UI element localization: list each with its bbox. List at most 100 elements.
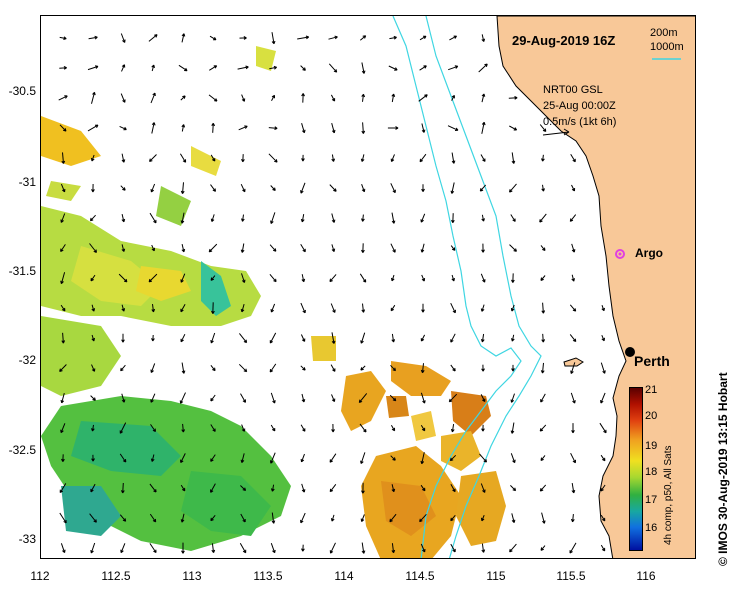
current-arrow — [151, 304, 156, 313]
current-arrow — [270, 484, 275, 492]
current-arrow — [480, 154, 486, 162]
current-arrow — [270, 212, 276, 224]
current-arrow — [210, 483, 216, 493]
current-arrow — [270, 392, 276, 404]
land-mass — [496, 16, 695, 558]
current-arrow — [121, 333, 125, 343]
current-arrow — [150, 92, 156, 104]
current-arrow — [210, 364, 216, 372]
current-arrow — [571, 423, 575, 434]
current-arrow — [270, 424, 276, 432]
current-arrow — [149, 543, 157, 554]
current-arrow — [269, 273, 277, 283]
current-arrow — [330, 94, 336, 102]
current-arrow — [240, 303, 245, 313]
current-arrow — [390, 455, 396, 461]
x-tick-9: 116 — [636, 569, 656, 583]
current-arrow — [571, 184, 576, 192]
current-arrow — [539, 124, 547, 132]
current-arrow — [210, 214, 215, 222]
current-arrow — [59, 66, 67, 70]
current-arrow — [450, 364, 456, 372]
current-arrow — [60, 213, 66, 223]
current-arrow — [450, 182, 455, 194]
current-arrow — [59, 512, 67, 524]
current-arrow — [331, 122, 336, 134]
current-arrow — [481, 364, 485, 372]
current-arrow — [90, 395, 96, 401]
current-arrow — [119, 514, 127, 522]
current-arrow — [600, 362, 606, 374]
current-arrow — [481, 93, 486, 103]
current-arrow — [208, 94, 218, 102]
current-arrow — [241, 154, 245, 163]
current-arrow — [181, 124, 186, 132]
current-arrow — [211, 302, 215, 314]
current-arrow — [121, 64, 126, 72]
current-arrow — [120, 482, 125, 494]
colorbar-tick-18: 18 — [645, 466, 658, 478]
current-arrow — [60, 392, 65, 404]
x-tick-8: 115.5 — [556, 569, 586, 583]
current-arrow — [268, 126, 278, 131]
perth-marker — [625, 347, 635, 357]
current-arrow — [150, 424, 156, 433]
current-arrow — [271, 512, 276, 524]
current-arrow — [271, 32, 276, 45]
current-arrow — [329, 453, 337, 463]
current-arrow — [391, 333, 396, 343]
current-arrow — [87, 124, 99, 132]
current-arrow — [90, 483, 96, 493]
current-arrow — [211, 543, 216, 553]
current-arrow — [600, 544, 606, 552]
current-arrow — [421, 274, 426, 282]
current-arrow — [300, 424, 306, 432]
current-arrow — [391, 484, 396, 493]
current-arrow — [60, 543, 66, 554]
current-arrow — [450, 424, 455, 433]
current-arrow — [481, 543, 486, 553]
current-arrow — [479, 453, 487, 463]
current-arrow — [420, 452, 425, 465]
current-arrow — [270, 185, 276, 191]
current-arrow — [241, 214, 245, 222]
current-arrow — [391, 93, 396, 103]
current-arrow — [330, 514, 335, 522]
current-arrow — [390, 154, 395, 162]
current-arrow — [509, 543, 517, 553]
current-arrow — [301, 123, 306, 134]
current-arrow — [421, 303, 425, 313]
current-arrow — [601, 305, 605, 312]
x-tick-3: 113 — [182, 569, 202, 583]
current-arrow — [540, 362, 545, 374]
current-arrow — [601, 335, 605, 342]
current-arrow — [510, 453, 516, 464]
current-arrow — [180, 453, 186, 464]
current-arrow — [420, 243, 425, 253]
current-arrow — [509, 183, 517, 193]
current-arrow — [269, 244, 277, 252]
current-arrow — [120, 185, 126, 191]
isobaths — [392, 16, 542, 558]
current-arrow — [360, 154, 365, 162]
current-arrow — [269, 65, 278, 70]
model-date: 25-Aug 00:00Z — [543, 100, 616, 112]
current-arrow — [181, 423, 186, 433]
current-arrow — [90, 274, 96, 282]
current-arrow — [390, 304, 396, 312]
current-arrow — [240, 183, 246, 193]
current-arrow — [148, 34, 158, 42]
current-arrow — [420, 543, 426, 553]
current-arrow — [481, 424, 485, 432]
current-arrow — [329, 483, 337, 493]
current-arrow — [360, 452, 366, 464]
current-arrow — [209, 35, 217, 41]
current-arrow — [269, 332, 277, 344]
current-arrow — [119, 453, 127, 463]
current-arrow — [210, 454, 216, 462]
colorbar — [629, 387, 643, 551]
current-arrow — [91, 304, 96, 312]
current-arrow — [151, 244, 155, 252]
current-arrow — [61, 152, 66, 164]
current-arrow — [511, 152, 516, 164]
